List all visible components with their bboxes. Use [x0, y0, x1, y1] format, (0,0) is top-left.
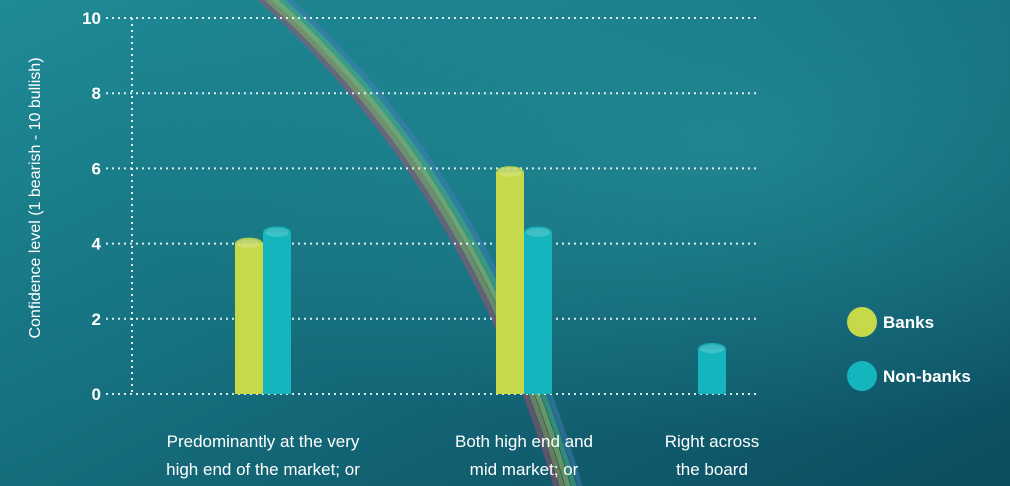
- labels: 0 2 4 6 8 10 Predominantly at the very high end…: [82, 9, 759, 479]
- bar-body: [524, 232, 552, 394]
- bar-body: [698, 348, 726, 394]
- y-axis-title: Confidence level (1 bearish - 10 bullish…: [27, 57, 44, 338]
- legend: Banks Non-banks: [847, 307, 971, 391]
- bars: [235, 166, 726, 394]
- bar-cap-highlight: [526, 227, 550, 237]
- bar-cap-highlight: [265, 227, 289, 237]
- bar-cap: [524, 226, 552, 239]
- bar-cap: [263, 226, 291, 239]
- legend-item-non-banks: Non-banks: [847, 361, 971, 391]
- legend-swatch: [847, 307, 877, 337]
- bar-body: [496, 172, 524, 394]
- x-category-label: high end of the market; or: [166, 460, 360, 479]
- x-category-label: mid market; or: [470, 460, 579, 479]
- legend-swatch: [847, 361, 877, 391]
- bar-body: [235, 243, 263, 394]
- legend-label: Banks: [883, 313, 934, 332]
- y-tick-label: 6: [92, 159, 101, 178]
- y-tick-label: 8: [92, 84, 101, 103]
- bar-cap: [698, 342, 726, 355]
- gridlines: [106, 17, 760, 395]
- x-category-label: Both high end and: [455, 432, 593, 451]
- bar-non-banks: [698, 342, 726, 394]
- bar-body: [263, 232, 291, 394]
- bar-cap: [496, 166, 524, 179]
- y-tick-label: 4: [92, 235, 102, 254]
- x-category-label: Predominantly at the very: [167, 432, 360, 451]
- bar-cap-highlight: [498, 167, 522, 177]
- y-tick-label: 2: [92, 310, 101, 329]
- bar-cap: [235, 237, 263, 250]
- y-tick-label: 10: [82, 9, 101, 28]
- bar-banks: [496, 166, 524, 394]
- bar-non-banks: [263, 226, 291, 394]
- bar-cap-highlight: [700, 344, 724, 354]
- bar-banks: [235, 237, 263, 394]
- legend-label: Non-banks: [883, 367, 971, 386]
- bar-cap-highlight: [237, 239, 261, 249]
- legend-item-banks: Banks: [847, 307, 934, 337]
- bar-non-banks: [524, 226, 552, 394]
- x-category-label: Right across: [665, 432, 759, 451]
- x-category-label: the board: [676, 460, 748, 479]
- y-tick-label: 0: [92, 385, 101, 404]
